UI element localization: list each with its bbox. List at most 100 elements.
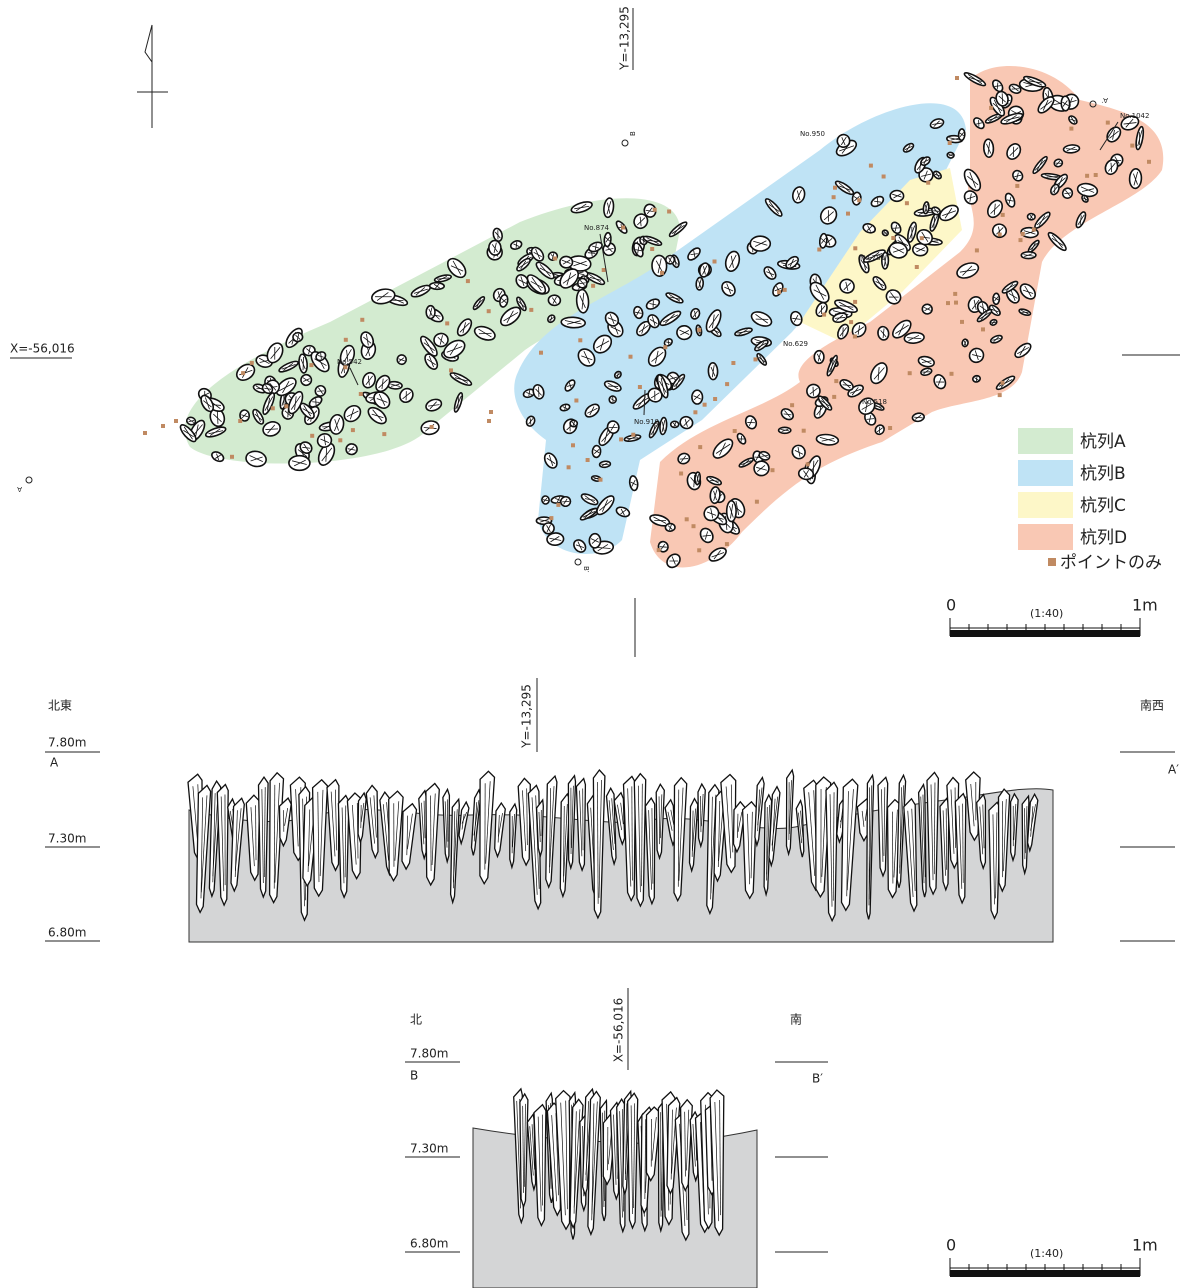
pile-hatch	[348, 446, 355, 453]
pile-hatch	[659, 380, 667, 393]
pile-hatch	[423, 342, 435, 352]
pile-hatch	[866, 418, 875, 420]
pile	[881, 229, 889, 237]
point-only	[270, 406, 275, 411]
pile-hatch	[865, 401, 868, 412]
pile-hatch	[796, 189, 802, 201]
point-label: B′	[812, 1072, 823, 1086]
pile	[877, 325, 890, 341]
pile-hatch	[923, 170, 928, 180]
pile-hatch	[526, 788, 528, 846]
point-only	[1105, 120, 1110, 125]
pile	[371, 288, 396, 305]
point-only	[849, 320, 854, 325]
pile-hatch	[669, 560, 678, 562]
pile-hatch	[273, 784, 276, 889]
pile-hatch	[344, 805, 347, 878]
pile	[608, 395, 618, 404]
pile-hatch	[611, 798, 616, 844]
point-only	[571, 443, 575, 448]
pile-hatch	[888, 296, 899, 298]
pile-section	[337, 794, 350, 899]
scale-fill	[950, 630, 1140, 637]
pile-hatch	[897, 240, 909, 247]
pile	[889, 189, 905, 203]
pile	[292, 331, 304, 343]
pile-hatch	[590, 538, 599, 543]
pile	[275, 377, 297, 397]
pile-hatch	[450, 265, 464, 272]
pile	[1023, 75, 1047, 88]
pile-hatch	[381, 378, 384, 390]
point-only	[343, 337, 348, 342]
pile	[1018, 308, 1032, 316]
pile-hatch	[813, 289, 827, 297]
pile-hatch	[302, 408, 313, 415]
pile-hatch	[589, 276, 602, 281]
pile-hatch	[1036, 160, 1043, 171]
pile-hatch	[372, 409, 383, 422]
pile-hatch	[651, 1116, 657, 1161]
pile-hatch	[843, 282, 852, 291]
pile-hatch	[1016, 172, 1019, 180]
pile-hatch	[571, 421, 576, 426]
point-only	[553, 256, 558, 261]
pile-hatch	[991, 320, 995, 325]
pile-hatch	[820, 237, 827, 244]
pile-hatch	[883, 787, 886, 856]
pile-hatch	[284, 808, 289, 826]
pile-hatch	[868, 785, 873, 900]
pile-hatch	[375, 296, 392, 298]
point-only	[143, 431, 147, 435]
pile-hatch	[433, 283, 440, 289]
pile	[671, 373, 686, 391]
pile	[987, 199, 1003, 219]
pile-section	[679, 1098, 693, 1193]
pile-hatch	[980, 311, 988, 321]
point-only	[857, 198, 862, 203]
pile-hatch	[669, 376, 678, 380]
pile	[603, 231, 612, 248]
point-only	[997, 393, 1002, 398]
pile	[922, 201, 930, 215]
pile-hatch	[973, 299, 977, 310]
pile-hatch	[599, 338, 605, 351]
pile-hatch	[566, 384, 574, 387]
pile-hatch	[320, 438, 330, 443]
pile-hatch	[610, 423, 616, 431]
pile	[315, 351, 327, 362]
pile	[569, 419, 579, 428]
pile-hatch	[649, 319, 658, 324]
pile-section	[311, 778, 329, 898]
pile-hatch	[630, 1105, 633, 1214]
pile-hatch	[266, 397, 271, 411]
pile	[687, 247, 701, 261]
pile	[817, 395, 833, 411]
pile-hatch	[892, 246, 905, 254]
pile	[916, 229, 933, 246]
pile-hatch	[979, 305, 987, 311]
pile-hatch	[641, 324, 646, 334]
pile-hatch	[967, 175, 979, 186]
pile-hatch	[710, 796, 713, 900]
pile-hatch	[607, 317, 617, 322]
pile-hatch	[264, 387, 272, 390]
pile-hatch	[461, 814, 465, 830]
pile-hatch	[841, 137, 846, 146]
pile-hatch	[1005, 283, 1014, 292]
pile	[806, 383, 821, 399]
pile	[839, 379, 854, 391]
pile-hatch	[793, 314, 799, 323]
pile	[1020, 250, 1037, 260]
pile-hatch	[1019, 345, 1026, 356]
pile-hatch	[893, 809, 898, 878]
pile-hatch	[210, 428, 221, 436]
pile-hatch	[755, 318, 769, 320]
pile	[573, 539, 587, 553]
pile-hatch	[518, 279, 527, 284]
pile-hatch	[1021, 311, 1029, 313]
pile	[902, 142, 915, 153]
pile	[694, 471, 702, 486]
pile-section	[425, 782, 440, 887]
